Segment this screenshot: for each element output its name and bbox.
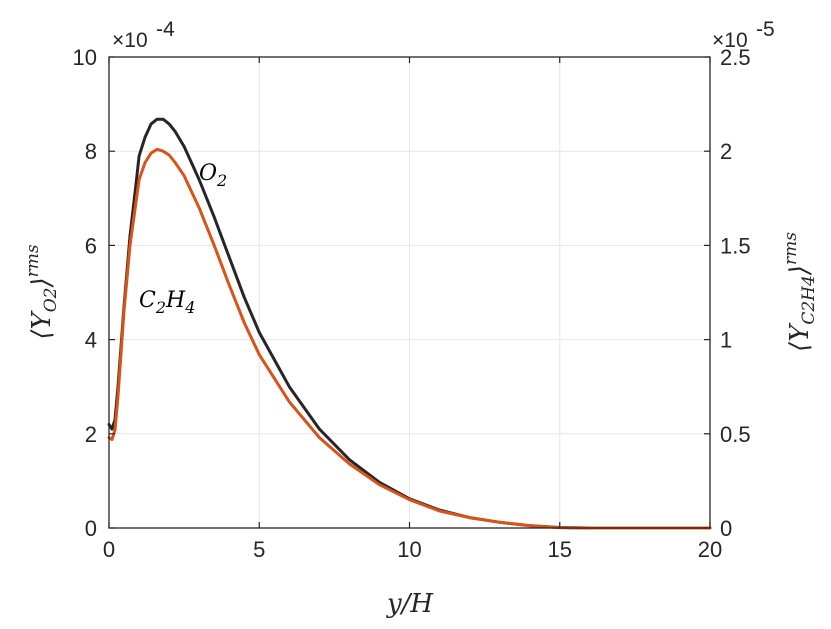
svg-text:⟨YO2⟩rms: ⟨YO2⟩rms <box>23 244 61 339</box>
y-left-ticks: 0 2 4 6 8 10 <box>73 45 115 541</box>
y-right-tick-label-5: 2.5 <box>720 45 751 70</box>
x-ticks: 0 5 10 15 20 <box>103 57 722 562</box>
right-exponent-label: ×10 <box>712 29 748 52</box>
y-left-tick-label-0: 0 <box>85 516 97 541</box>
y-right-tick-label-1: 0.5 <box>720 422 751 447</box>
left-exponent-power: -4 <box>156 18 175 41</box>
x-tick-label-0: 0 <box>103 537 115 562</box>
y-left-axis-title: ⟨YO2⟩rms <box>23 244 61 339</box>
series-line-c2h4 <box>107 147 712 530</box>
y-right-tick-label-2: 1 <box>720 328 732 353</box>
y-right-ticks: 0 0.5 1 1.5 2 2.5 <box>704 45 751 541</box>
y-right-axis-title: ⟨YC2H4⟩rms <box>781 232 819 352</box>
right-exponent-power: -5 <box>756 18 775 41</box>
svg-text:⟨YC2H4⟩rms: ⟨YC2H4⟩rms <box>781 232 819 352</box>
grid <box>109 57 710 528</box>
y-right-tick-label-4: 2 <box>720 139 732 164</box>
annotation-c2h4: C2H4 <box>139 288 195 317</box>
x-tick-label-1: 5 <box>253 537 265 562</box>
x-tick-label-3: 15 <box>548 537 572 562</box>
y-left-tick-label-5: 10 <box>73 45 97 70</box>
y-left-tick-label-2: 4 <box>85 328 97 353</box>
y-left-tick-label-1: 2 <box>85 422 97 447</box>
y-right-tick-label-3: 1.5 <box>720 233 751 258</box>
y-left-tick-label-4: 8 <box>85 139 97 164</box>
x-tick-label-2: 10 <box>397 537 421 562</box>
x-tick-label-4: 20 <box>698 537 722 562</box>
y-right-tick-label-0: 0 <box>720 516 732 541</box>
left-exponent-label: ×10 <box>112 29 148 52</box>
series-group <box>107 117 712 530</box>
x-axis-title: y/H <box>386 589 434 619</box>
y-left-tick-label-3: 6 <box>85 233 97 258</box>
